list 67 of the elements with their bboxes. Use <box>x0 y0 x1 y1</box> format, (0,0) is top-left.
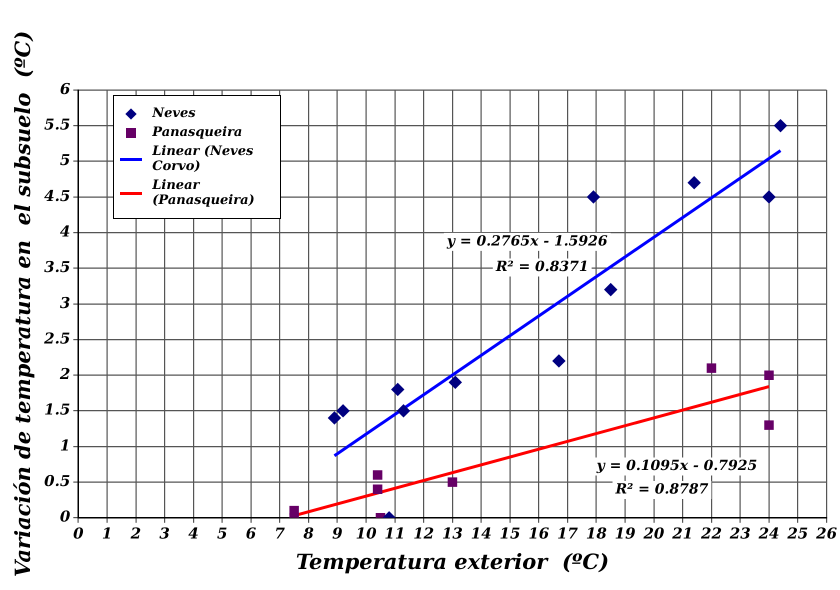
x-tick-label: 24 <box>758 524 780 543</box>
y-tick-label: 3.5 <box>44 258 70 276</box>
point <box>372 484 382 494</box>
y-tick-label: 3 <box>60 294 70 312</box>
point <box>391 382 404 396</box>
y-tick-label: 2 <box>58 365 70 384</box>
x-tick-label: 16 <box>528 524 550 543</box>
y-tick-label: 4.5 <box>44 186 70 205</box>
y-tick-label: 6 <box>60 80 71 98</box>
y-tick-label: 0 <box>60 508 71 526</box>
x-tick-label: 1 <box>102 524 112 543</box>
y-tick-label: 1.5 <box>44 400 70 419</box>
point <box>764 420 774 430</box>
y-tick-label: 0.5 <box>44 472 70 490</box>
point <box>336 404 350 418</box>
x-tick-label: 21 <box>671 524 694 543</box>
y-axis-title: Variación de temperatura en el subsuelo (ºC) <box>10 30 36 577</box>
x-tick-label: 11 <box>384 524 406 543</box>
y-tick-label: 1 <box>60 436 70 454</box>
point <box>586 190 600 204</box>
x-tick-label: 2 <box>130 524 142 543</box>
x-tick-label: 15 <box>500 524 520 543</box>
y-tick-label: 4 <box>60 222 70 240</box>
legend-label: Panasqueira <box>152 125 242 140</box>
legend-label: Neves <box>152 106 196 121</box>
x-tick-label: 8 <box>302 524 314 543</box>
x-tick-label: 20 <box>642 524 665 543</box>
x-tick-label: 3 <box>159 524 170 543</box>
x-axis-title: Temperatura exterior (ºC) <box>296 548 610 574</box>
x-tick-label: 9 <box>332 524 344 543</box>
annotation: y = 0.1095x - 0.7925 <box>596 458 758 474</box>
point <box>397 404 410 418</box>
annotation: y = 0.2765x - 1.5926 <box>446 234 608 250</box>
point <box>762 190 776 204</box>
point <box>552 354 566 368</box>
x-tick-label: 18 <box>586 524 608 543</box>
x-tick-label: 5 <box>216 524 228 543</box>
x-tick-label: 25 <box>786 524 808 543</box>
x-tick-label: 17 <box>557 524 579 543</box>
y-tick-label: 5.5 <box>44 116 70 134</box>
x-tick-label: 10 <box>356 524 378 543</box>
point <box>604 283 618 296</box>
point <box>764 370 774 380</box>
x-tick-label: 4 <box>188 524 199 543</box>
x-tick-label: 19 <box>614 524 636 543</box>
x-tick-label: 0 <box>73 524 84 543</box>
x-tick-label: 14 <box>470 524 492 543</box>
x-tick-label: 6 <box>246 524 257 543</box>
point <box>688 176 701 190</box>
point <box>372 470 382 480</box>
point <box>448 477 458 487</box>
y-tick-label: 2.5 <box>43 329 70 348</box>
legend-label: Linear (Neves Corvo) <box>152 144 254 174</box>
y-tick-label: 5 <box>60 151 70 170</box>
x-tick-label: 13 <box>442 524 463 543</box>
x-tick-label: 23 <box>728 524 751 543</box>
x-tick-label: 7 <box>274 524 286 543</box>
point <box>774 119 788 132</box>
x-tick-label: 26 <box>815 524 838 543</box>
point <box>328 411 341 424</box>
annotation: R² = 0.8787 <box>614 482 709 498</box>
point <box>706 363 716 373</box>
legend-label: Linear (Panasqueira) <box>152 178 256 208</box>
annotation: R² = 0.8371 <box>494 259 589 276</box>
point <box>448 376 462 389</box>
x-tick-label: 22 <box>700 524 722 543</box>
x-tick-label: 12 <box>413 524 434 543</box>
